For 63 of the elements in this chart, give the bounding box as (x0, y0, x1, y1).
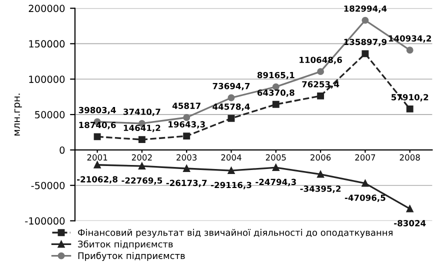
point (406, 205, 414, 212)
y-tick-label: -100000 (25, 217, 65, 225)
y-axis-title: млн.грн. (14, 94, 22, 136)
x-tick-label: 2005 (266, 154, 286, 161)
point (362, 16, 369, 24)
point (228, 167, 235, 174)
data-label: -26173,7 (166, 180, 207, 188)
y-tick-label: 200000 (28, 4, 65, 12)
data-label: -83024 (394, 220, 426, 226)
data-label: -47096,5 (344, 194, 386, 202)
data-label: 37410,7 (124, 108, 160, 116)
point (138, 162, 146, 170)
data-label: 39803,4 (78, 106, 116, 114)
data-label: 14641,2 (124, 124, 160, 132)
x-tick-label: 2002 (132, 154, 152, 161)
x-tick-label: 2003 (176, 154, 197, 161)
data-label: 45817 (172, 102, 200, 109)
data-label: 19643,3 (168, 121, 205, 129)
point (317, 68, 324, 76)
y-tick-label: -50000 (31, 182, 65, 190)
point (138, 136, 146, 144)
x-tick-label: 2008 (400, 154, 420, 161)
data-label: -24794,3 (256, 178, 296, 186)
y-tick-label: 150000 (29, 40, 65, 48)
data-label: -21062,8 (77, 176, 118, 184)
point (317, 170, 324, 178)
data-label: 73694,7 (212, 82, 250, 90)
x-tick-label: 2004 (221, 154, 242, 161)
point (183, 114, 190, 121)
data-label: 110648,6 (300, 56, 342, 64)
point (362, 50, 369, 58)
y-tick-label: 50000 (35, 111, 65, 118)
point (362, 180, 369, 187)
point (183, 132, 190, 140)
data-label: -22769,5 (122, 177, 162, 185)
point (228, 114, 235, 122)
point (94, 161, 101, 168)
data-label: -29116,3 (210, 182, 252, 190)
point (406, 46, 414, 54)
x-tick-label: 2007 (355, 154, 376, 161)
data-label: 64370,8 (257, 89, 294, 97)
data-label: 44578,4 (212, 104, 250, 111)
data-label: 89165,1 (257, 72, 294, 80)
point (272, 164, 280, 171)
data-label: 140934,2 (388, 35, 432, 43)
y-tick-label: 100000 (29, 76, 65, 83)
data-label: 182994,4 (344, 5, 387, 13)
point (317, 92, 324, 100)
point (94, 133, 101, 140)
data-label: 76253,4 (302, 81, 340, 88)
point (228, 94, 235, 102)
data-label: -34395,2 (300, 186, 341, 193)
legend-label: Збиток підприємств (78, 240, 173, 250)
y-tick-label: 0 (60, 146, 65, 154)
data-label: 18740,6 (79, 122, 116, 130)
point (272, 100, 280, 108)
legend-label: Фінансовий результат від звичайної діяльності до оподаткування (78, 228, 392, 238)
legend-label: Прибуток підприємств (78, 252, 185, 261)
point (183, 165, 190, 172)
x-tick-label: 2006 (310, 154, 331, 161)
point (406, 105, 414, 112)
x-tick-label: 2001 (87, 154, 108, 161)
data-label: 135897,9 (344, 38, 387, 46)
